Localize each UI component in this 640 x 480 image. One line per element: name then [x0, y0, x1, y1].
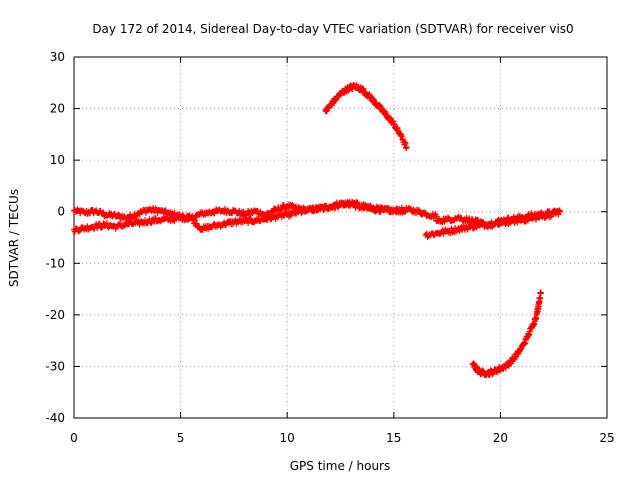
y-tick-label: 0 [57, 205, 65, 219]
x-tick-label: 25 [599, 431, 614, 445]
data-point [240, 208, 247, 215]
data-point [278, 205, 285, 212]
data-point [245, 220, 252, 227]
data-point [246, 215, 253, 222]
data-point [474, 222, 481, 229]
x-tick-label: 0 [70, 431, 78, 445]
chart-title: Day 172 of 2014, Sidereal Day-to-day VTE… [92, 22, 573, 36]
data-point [415, 207, 422, 214]
data-point [271, 205, 278, 212]
y-tick-label: -30 [45, 359, 65, 373]
series-upper-arc [322, 82, 410, 152]
data-point [390, 118, 397, 125]
data-point [522, 218, 529, 225]
data-point [293, 203, 300, 210]
data-point [533, 314, 540, 321]
data-point [549, 209, 556, 216]
y-tick-label: -40 [45, 411, 65, 425]
y-tick-label: 30 [50, 50, 65, 64]
data-point [400, 208, 407, 215]
series-late-track-B [433, 209, 557, 231]
data-point [399, 209, 406, 216]
series-main-track-B [71, 198, 408, 235]
grid-lines [74, 57, 607, 418]
data-point [287, 212, 294, 219]
data-point [100, 209, 107, 216]
data-point [556, 207, 563, 214]
x-tick-label: 5 [177, 431, 185, 445]
x-axis: 0 5 10 15 20 25 [70, 57, 615, 445]
data-point [505, 214, 512, 221]
plot-frame [73, 56, 608, 419]
data-point [332, 205, 339, 212]
y-tick-label: 20 [50, 102, 65, 116]
data-point [180, 212, 187, 219]
series-main-track-A [71, 199, 440, 223]
data-point [537, 295, 544, 302]
data-point [403, 145, 410, 152]
x-axis-label: GPS time / hours [290, 459, 391, 473]
data-point [195, 223, 202, 230]
data-point [98, 224, 105, 231]
data-point [345, 87, 352, 94]
y-tick-label: 10 [50, 153, 65, 167]
y-axis: -40 -30 -20 -10 0 10 20 30 [45, 50, 607, 425]
y-tick-label: -20 [45, 308, 65, 322]
data-point [537, 289, 544, 296]
data-point [236, 207, 243, 214]
data-point [548, 213, 555, 220]
data-point [450, 228, 457, 235]
x-tick-label: 10 [280, 431, 295, 445]
x-tick-label: 15 [386, 431, 401, 445]
x-tick-label: 20 [493, 431, 508, 445]
data-series [71, 82, 564, 378]
data-point [463, 214, 470, 221]
series-lower-arc [469, 289, 544, 378]
data-point [538, 213, 545, 220]
y-tick-label: -10 [45, 256, 65, 270]
data-point [261, 211, 268, 218]
data-point [432, 211, 439, 218]
y-axis-label: SDTVAR / TECUs [7, 189, 21, 287]
data-point [402, 140, 409, 147]
data-point [103, 220, 110, 227]
data-point [171, 209, 178, 216]
